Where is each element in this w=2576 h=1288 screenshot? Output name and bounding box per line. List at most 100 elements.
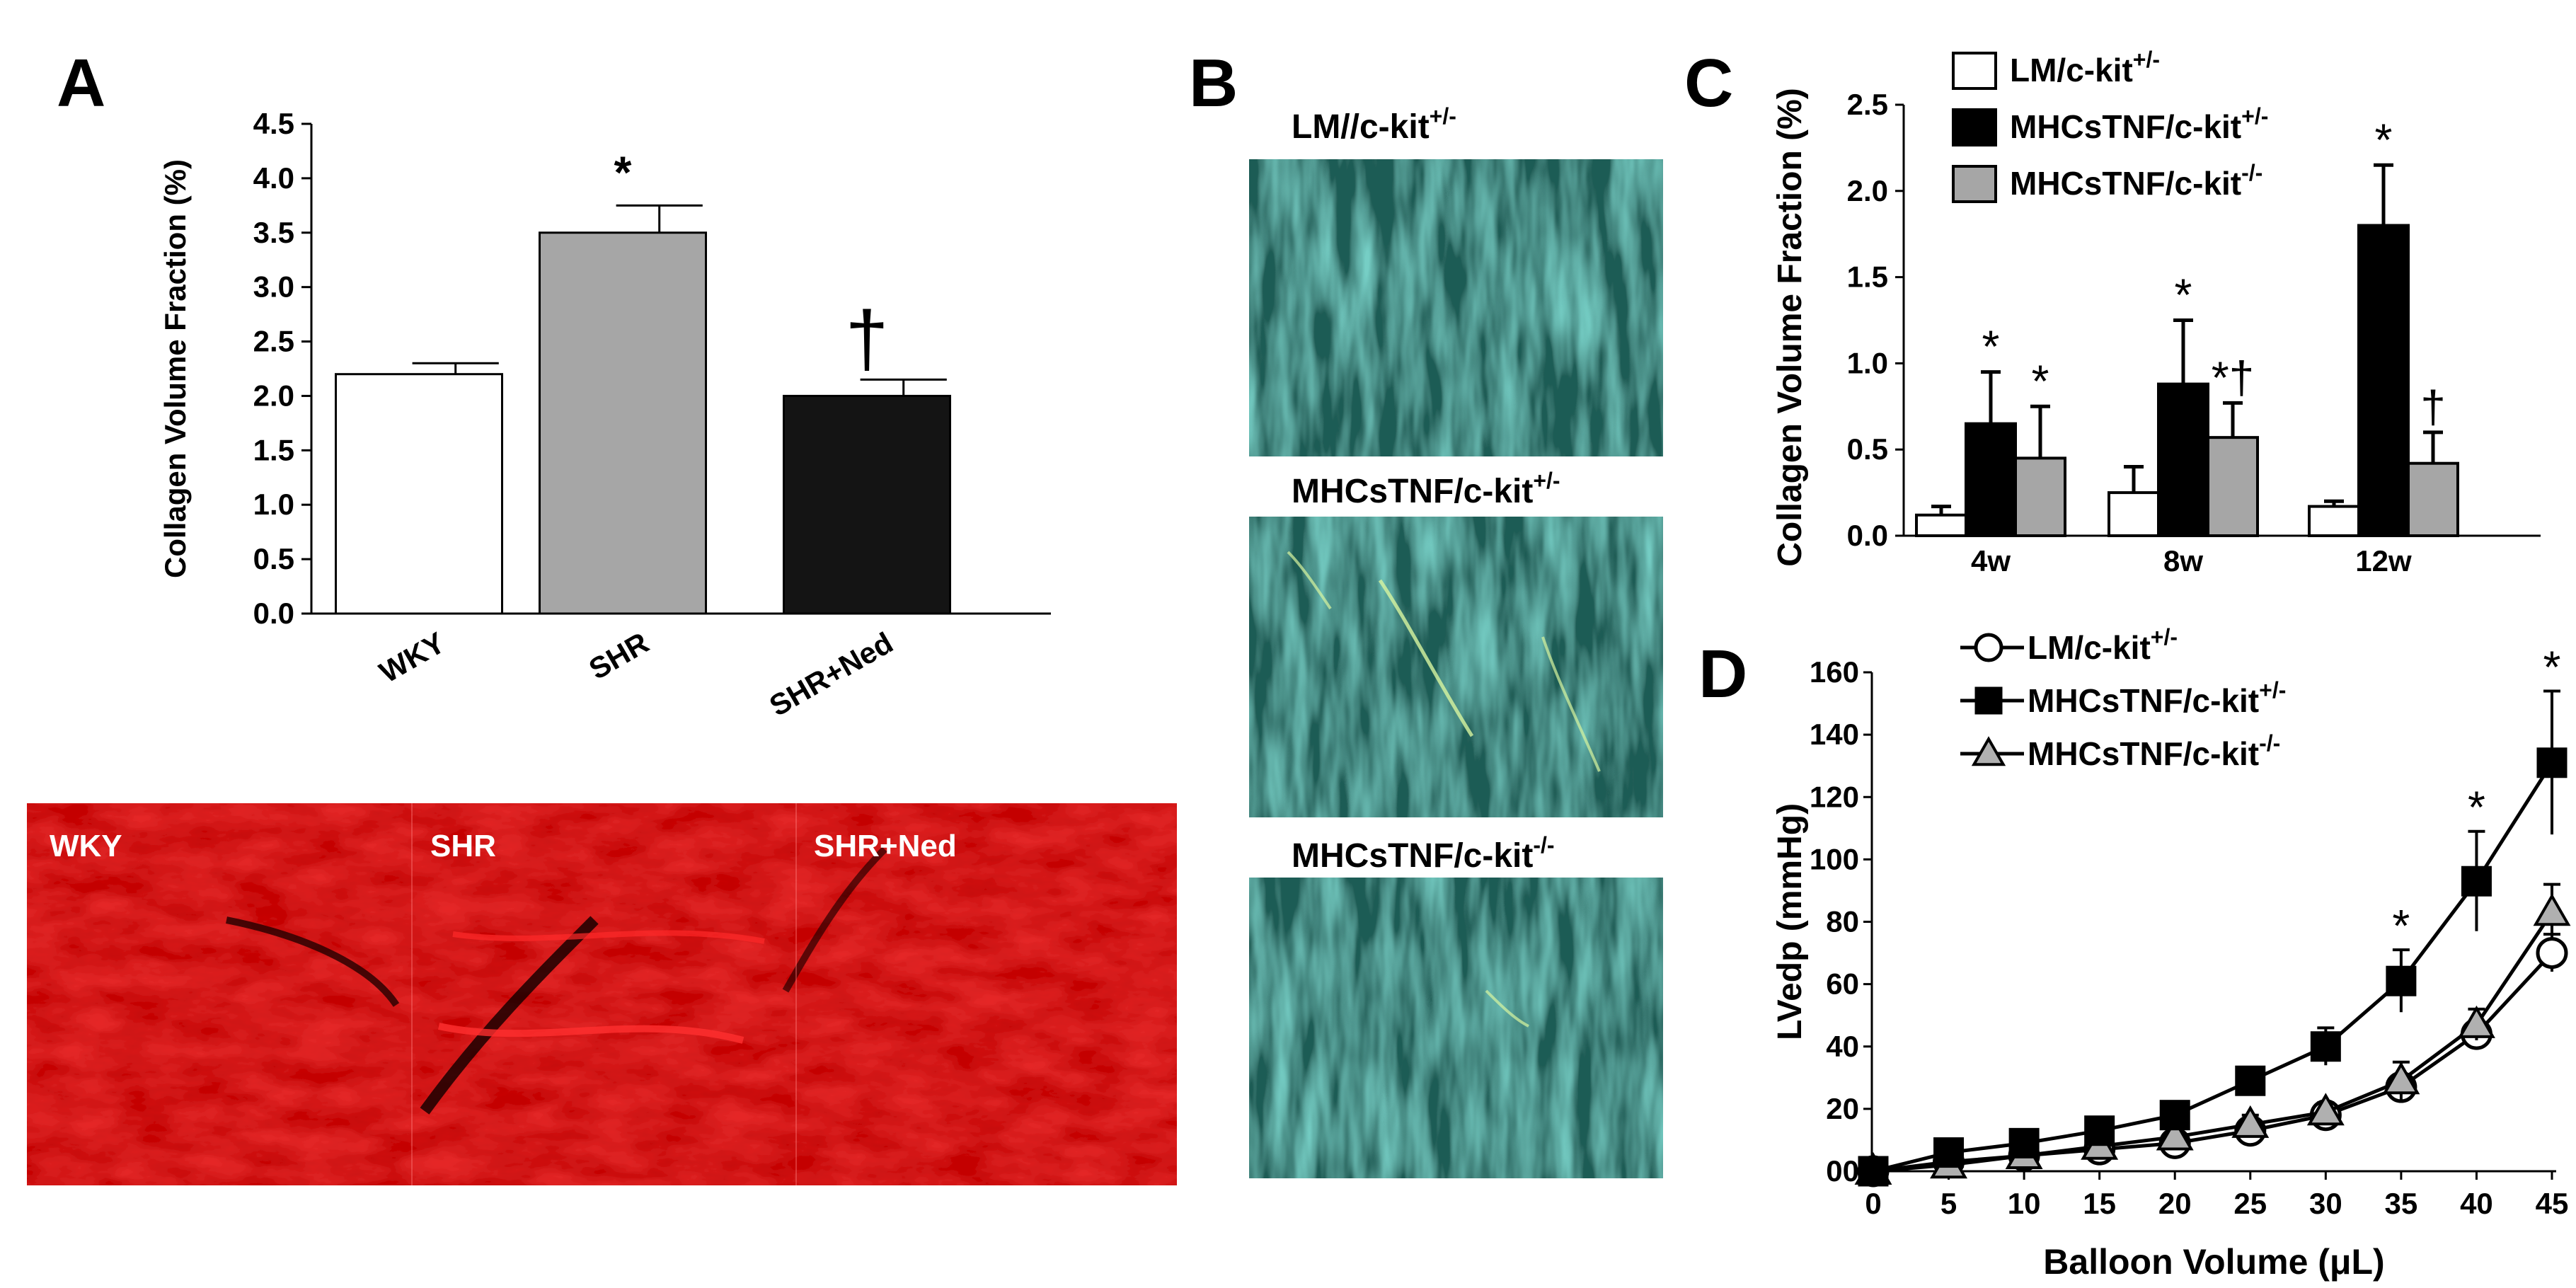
y-tick-label: 140 (1810, 718, 1859, 751)
series-line (1873, 951, 2553, 1173)
legend-name: MHCsTNF/c-kit (2028, 735, 2259, 772)
panel-c-letter: C (1684, 45, 1733, 121)
x-tick-label: SHR (583, 626, 654, 686)
panel-a-letter: A (57, 45, 105, 121)
legend-entry: MHCsTNF/c-kit-/- (2010, 160, 2262, 202)
bar (2407, 461, 2459, 537)
x-tick-label: 12w (2355, 544, 2412, 577)
series-line (1873, 911, 2554, 1173)
marker-square (2008, 1127, 2040, 1158)
y-tick-label: 60 (1826, 967, 1859, 1001)
marker-triangle (2156, 1117, 2194, 1151)
y-tick-label: 1.0 (253, 488, 294, 521)
x-tick-label: 25 (2233, 1187, 2267, 1220)
y-tick-label: 3.5 (253, 216, 294, 249)
series-line (1873, 761, 2554, 1173)
marker-square (1933, 1137, 1965, 1168)
x-tick-label: 0 (1865, 1187, 1881, 1220)
legend-entry: LM/c-kit+/- (2028, 624, 2178, 666)
panel-a-bar-chart: 0.0 0.5 1.0 1.5 2.0 2.5 3.0 3.5 4.0 4.5 Collagen V… (159, 107, 1051, 723)
micro-label-shr: SHR (430, 829, 496, 863)
y-tick-label: 2.5 (253, 325, 294, 358)
y-tick-label: 1.0 (1847, 346, 1888, 379)
significance-marker: † (2420, 381, 2446, 432)
x-tick-label: 20 (2158, 1187, 2192, 1220)
marker-square (2386, 965, 2417, 996)
legend-superscript: +/- (2133, 47, 2160, 72)
bar (2308, 505, 2360, 538)
y-tick-label: 4.5 (253, 107, 294, 140)
marker-triangle (2306, 1093, 2345, 1126)
y-tick-label: 4.0 (253, 161, 294, 195)
x-tick-label: 8w (2163, 544, 2203, 577)
significance-marker: * (614, 146, 632, 197)
y-axis-label: Collagen Volume Fraction (%) (159, 159, 192, 578)
legend-superscript: +/- (2151, 624, 2178, 650)
panel-b-label-3: MHCsTNF/c-kit-/- (1292, 832, 1555, 875)
panel-b-label-1: LM//c-kit+/- (1292, 103, 1456, 146)
x-tick-label: 15 (2083, 1187, 2116, 1220)
x-tick-label: WKY (374, 626, 450, 689)
significance-marker: * (2175, 270, 2192, 321)
marker-triangle (2231, 1105, 2270, 1138)
legend-name: LM/c-kit (2028, 629, 2151, 666)
x-axis-label: Balloon Volume (μL) (2043, 1242, 2384, 1282)
legend-superscript: -/- (2259, 730, 2280, 756)
significance-marker: *† (2212, 352, 2255, 403)
marker-circle (2536, 937, 2568, 970)
marker-triangle (2533, 893, 2571, 926)
significance-marker: * (2392, 900, 2410, 951)
significance-marker: * (2543, 641, 2561, 692)
bar (2357, 224, 2410, 537)
bar (2108, 491, 2160, 537)
x-tick-label: 5 (1940, 1187, 1957, 1220)
y-tick-label: 2.0 (253, 379, 294, 412)
y-tick-label: 3.0 (253, 270, 294, 304)
legend-superscript: +/- (2241, 103, 2268, 129)
x-tick-label: 10 (2008, 1187, 2041, 1220)
legend-swatch (1952, 52, 1997, 90)
y-tick-label: 0.5 (253, 542, 294, 575)
bar (539, 231, 707, 615)
significance-marker: * (1982, 321, 2000, 372)
x-tick-label: 4w (1971, 544, 2011, 577)
legend-superscript: -/- (2241, 160, 2262, 185)
y-tick-label: 120 (1810, 780, 1859, 813)
panel-c-bar-chart: 0.0 0.5 1.0 1.5 2.0 2.5 Collagen Volume Fracti… (1771, 47, 2541, 577)
marker-square (2084, 1115, 2115, 1146)
y-tick-label: 2.5 (1847, 88, 1888, 121)
legend-name: LM/c-kit (2010, 52, 2133, 88)
marker-triangle (2457, 1005, 2495, 1038)
bar (783, 394, 951, 615)
legend-entry: MHCsTNF/c-kit+/- (2028, 677, 2286, 719)
x-tick-label: 40 (2460, 1187, 2493, 1220)
significance-marker: * (2032, 355, 2049, 406)
significance-marker: † (845, 295, 888, 382)
y-tick-label: 1.5 (253, 433, 294, 466)
y-tick-label: 100 (1810, 842, 1859, 875)
significance-marker: * (2468, 782, 2485, 833)
y-tick-label: 80 (1826, 905, 1859, 938)
x-tick-label: 30 (2309, 1187, 2342, 1220)
significance-marker: * (2375, 114, 2393, 165)
micro-label-shr-ned: SHR+Ned (814, 829, 957, 863)
x-tick-label: 45 (2536, 1187, 2569, 1220)
bar (335, 373, 503, 615)
legend-swatch (1952, 165, 1997, 203)
legend-entry: MHCsTNF/c-kit-/- (2028, 730, 2280, 772)
legend-entry: LM/c-kit+/- (2010, 47, 2160, 88)
panel-d-letter: D (1698, 636, 1747, 712)
x-tick-label: 35 (2385, 1187, 2418, 1220)
y-axis-label: LVedp (mmHg) (1771, 803, 1809, 1040)
bar (2014, 456, 2066, 538)
bar (2157, 382, 2209, 538)
y-axis-label: Collagen Volume Fraction (%) (1771, 88, 1809, 567)
y-tick-label: 20 (1826, 1092, 1859, 1125)
legend-name: MHCsTNF/c-kit (2010, 108, 2241, 145)
marker-square (2461, 866, 2492, 897)
marker-square (1858, 1156, 1889, 1187)
y-tick-label: 0.5 (1847, 432, 1888, 466)
micro-label-wky: WKY (50, 829, 122, 863)
y-tick-label: 0.0 (253, 597, 294, 630)
